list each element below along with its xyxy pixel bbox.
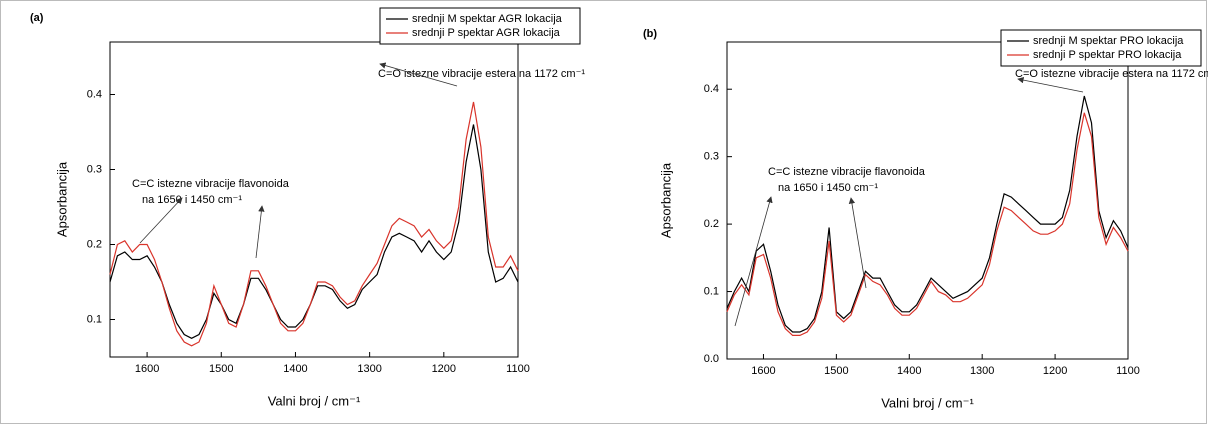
y-tick-label: 0.1 bbox=[704, 285, 719, 297]
x-axis-title: Valni broj / cm⁻¹ bbox=[268, 393, 361, 408]
x-tick-label: 1200 bbox=[1043, 365, 1067, 377]
legend-box bbox=[1000, 29, 1202, 67]
legend-label: srednji M spektar AGR lokacija bbox=[412, 13, 563, 25]
y-tick-label: 0.2 bbox=[87, 238, 102, 250]
x-tick-label: 1100 bbox=[506, 363, 530, 375]
y-tick-label: 0.3 bbox=[704, 151, 719, 163]
x-tick-label: 1200 bbox=[432, 363, 456, 375]
panel-label: (b) bbox=[643, 28, 657, 40]
x-tick-label: 1500 bbox=[824, 365, 848, 377]
x-tick-label: 1400 bbox=[897, 365, 921, 377]
y-tick-label: 0.4 bbox=[87, 88, 102, 100]
x-axis-title: Valni broj / cm⁻¹ bbox=[881, 395, 974, 410]
annotation: C=C istezne vibracije flavonoida bbox=[768, 166, 926, 178]
annotation: na 1650 i 1450 cm⁻¹ bbox=[778, 182, 878, 194]
y-tick-label: 0.0 bbox=[704, 353, 719, 365]
plot-frame bbox=[109, 41, 519, 358]
legend-label: srednji P spektar PRO lokacija bbox=[1033, 49, 1182, 61]
annotation: C=C istezne vibracije flavonoida bbox=[132, 178, 290, 190]
x-tick-label: 1300 bbox=[357, 363, 381, 375]
x-tick-label: 1100 bbox=[1116, 365, 1140, 377]
x-tick-label: 1300 bbox=[970, 365, 994, 377]
annotation: na 1650 i 1450 cm⁻¹ bbox=[142, 194, 242, 206]
legend-label: srednji M spektar PRO lokacija bbox=[1033, 35, 1184, 47]
x-tick-label: 1600 bbox=[751, 365, 775, 377]
annotation: C=O istezne vibracije estera na 1172 cm⁻… bbox=[1015, 68, 1208, 80]
legend-label: srednji P spektar AGR lokacija bbox=[412, 27, 561, 39]
spectrum-line bbox=[726, 112, 1129, 336]
x-tick-label: 1400 bbox=[283, 363, 307, 375]
panel-label: (a) bbox=[30, 12, 44, 24]
spectrum-line bbox=[109, 124, 519, 339]
annotation-arrow bbox=[379, 62, 458, 87]
y-tick-label: 0.2 bbox=[704, 218, 719, 230]
y-tick-label: 0.3 bbox=[87, 163, 102, 175]
y-axis-title: Apsorbancija bbox=[658, 162, 673, 238]
annotation-arrow bbox=[139, 197, 183, 244]
y-tick-label: 0.4 bbox=[704, 83, 719, 95]
legend-box bbox=[379, 7, 581, 45]
annotation-arrow bbox=[1017, 76, 1084, 93]
annotation-arrow bbox=[734, 196, 773, 327]
plot-frame bbox=[726, 41, 1129, 360]
annotation: C=O istezne vibracije estera na 1172 cm⁻… bbox=[378, 68, 585, 80]
spectrum-line bbox=[726, 95, 1129, 333]
y-tick-label: 0.1 bbox=[87, 313, 102, 325]
y-axis-title: Apsorbancija bbox=[54, 161, 69, 237]
annotation-arrow bbox=[255, 205, 265, 259]
x-tick-label: 1600 bbox=[135, 363, 159, 375]
annotation-arrow bbox=[848, 197, 867, 289]
spectrum-line bbox=[109, 101, 519, 347]
x-tick-label: 1500 bbox=[209, 363, 233, 375]
